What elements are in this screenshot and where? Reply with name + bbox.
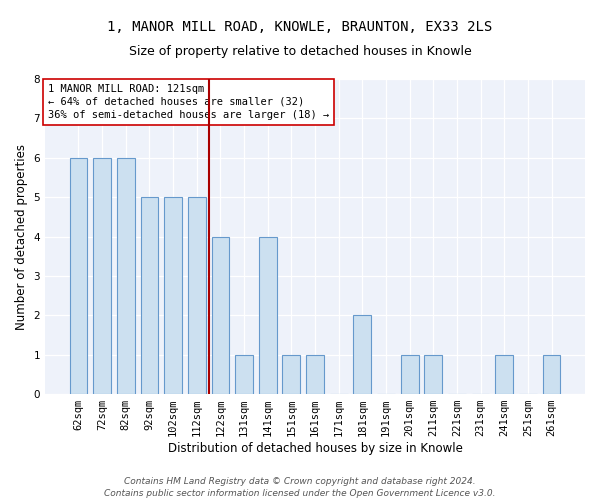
- Y-axis label: Number of detached properties: Number of detached properties: [15, 144, 28, 330]
- Bar: [235, 354, 253, 394]
- Bar: [164, 197, 182, 394]
- Bar: [353, 316, 371, 394]
- Bar: [70, 158, 88, 394]
- Bar: [401, 354, 419, 394]
- Bar: [93, 158, 111, 394]
- Bar: [306, 354, 324, 394]
- Bar: [140, 197, 158, 394]
- Bar: [543, 354, 560, 394]
- Text: 1, MANOR MILL ROAD, KNOWLE, BRAUNTON, EX33 2LS: 1, MANOR MILL ROAD, KNOWLE, BRAUNTON, EX…: [107, 20, 493, 34]
- X-axis label: Distribution of detached houses by size in Knowle: Distribution of detached houses by size …: [167, 442, 463, 455]
- Text: Contains HM Land Registry data © Crown copyright and database right 2024.
Contai: Contains HM Land Registry data © Crown c…: [104, 476, 496, 498]
- Bar: [259, 236, 277, 394]
- Text: Size of property relative to detached houses in Knowle: Size of property relative to detached ho…: [128, 45, 472, 58]
- Bar: [188, 197, 206, 394]
- Bar: [496, 354, 513, 394]
- Text: 1 MANOR MILL ROAD: 121sqm
← 64% of detached houses are smaller (32)
36% of semi-: 1 MANOR MILL ROAD: 121sqm ← 64% of detac…: [48, 84, 329, 120]
- Bar: [424, 354, 442, 394]
- Bar: [212, 236, 229, 394]
- Bar: [283, 354, 300, 394]
- Bar: [117, 158, 134, 394]
